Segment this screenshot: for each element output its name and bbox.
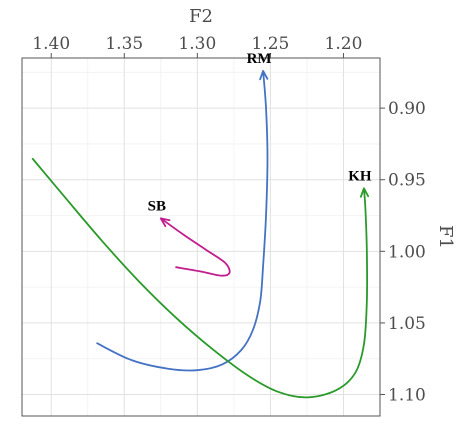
series-label-rm: RM [247, 51, 272, 67]
x-tick-label: 1.35 [105, 34, 143, 54]
x-tick-label: 1.40 [32, 34, 70, 54]
series-layer [31, 69, 370, 399]
ticks: 1.40 1.35 1.30 1.25 1.20 0.90 0.95 1.00 1.05 1.10 [32, 34, 426, 406]
series-labels: RM KH SB [148, 51, 372, 214]
x-axis-title: F2 [189, 6, 213, 27]
y-tick-label: 0.90 [388, 99, 426, 119]
x-tick-label: 1.25 [251, 34, 289, 54]
series-line-kh [31, 157, 369, 399]
y-axis-title: F1 [435, 225, 456, 249]
y-tick-label: 1.00 [388, 242, 426, 262]
series-arrowhead-rm [259, 69, 269, 81]
y-tick-label: 1.05 [388, 314, 426, 334]
grid [22, 58, 380, 416]
y-tick-label: 1.10 [388, 386, 426, 406]
series-arrowhead-sb [159, 217, 171, 228]
series-label-kh: KH [348, 168, 372, 184]
series-line-sb [160, 217, 231, 277]
x-tick-label: 1.20 [325, 34, 363, 54]
x-tick-label: 1.30 [178, 34, 216, 54]
plot-border [21, 57, 381, 417]
plot-background [22, 58, 380, 416]
y-tick-label: 0.95 [388, 171, 426, 191]
series-label-sb: SB [148, 198, 166, 214]
series-line-rm [96, 70, 269, 372]
series-arrowhead-kh [359, 187, 370, 198]
